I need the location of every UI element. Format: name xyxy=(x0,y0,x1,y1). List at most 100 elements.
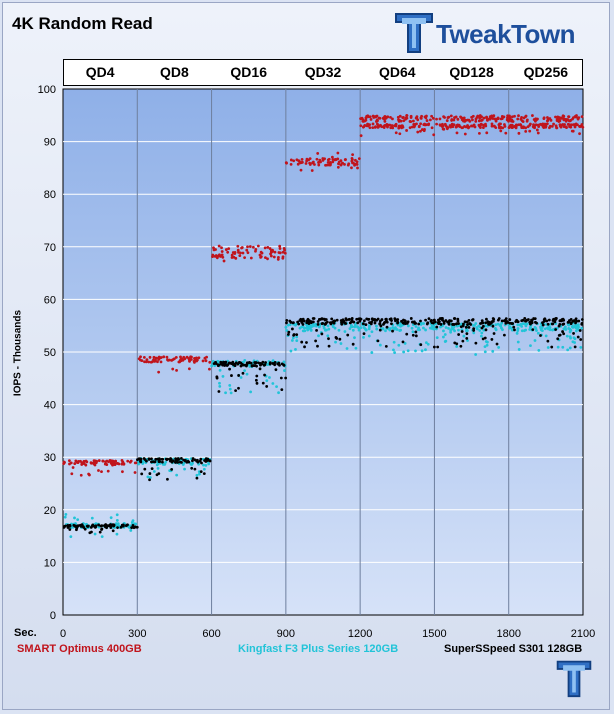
data-point xyxy=(204,359,208,363)
data-point xyxy=(255,364,258,368)
data-point xyxy=(197,470,201,473)
data-point xyxy=(197,356,201,360)
data-point xyxy=(180,461,183,464)
data-point xyxy=(126,459,130,463)
data-point xyxy=(485,317,488,321)
data-point xyxy=(416,328,420,332)
data-point xyxy=(289,320,293,324)
data-point xyxy=(271,249,275,253)
data-point xyxy=(68,528,72,531)
data-point xyxy=(376,122,379,126)
data-point xyxy=(121,470,124,474)
data-point xyxy=(533,339,537,342)
data-point xyxy=(466,323,469,327)
data-point xyxy=(115,519,119,522)
data-point xyxy=(430,114,434,118)
data-point xyxy=(306,328,310,332)
data-point xyxy=(351,153,355,157)
data-point xyxy=(150,457,153,461)
data-point xyxy=(208,360,212,364)
data-point xyxy=(457,328,460,332)
data-point xyxy=(263,363,267,367)
data-point xyxy=(93,532,97,536)
data-point xyxy=(401,340,405,344)
queue-depth-label: QD16 xyxy=(230,64,267,80)
data-point xyxy=(290,339,294,342)
data-point xyxy=(516,323,520,327)
data-point xyxy=(222,363,226,366)
data-point xyxy=(503,319,507,322)
data-point xyxy=(544,334,548,338)
data-point xyxy=(561,123,564,127)
data-point xyxy=(373,318,377,322)
data-point xyxy=(300,340,304,344)
data-point xyxy=(497,346,501,349)
data-point xyxy=(419,319,422,323)
data-point xyxy=(254,361,258,364)
data-point xyxy=(398,114,402,118)
data-point xyxy=(326,324,330,328)
data-point xyxy=(529,344,532,348)
data-point xyxy=(185,355,189,359)
data-point xyxy=(514,123,518,127)
data-point xyxy=(80,461,84,464)
data-point xyxy=(191,459,194,463)
data-point xyxy=(326,161,330,164)
data-point xyxy=(456,317,460,321)
data-point xyxy=(398,132,402,136)
data-point xyxy=(517,114,520,118)
data-point xyxy=(137,462,141,466)
data-point xyxy=(218,381,221,385)
data-point xyxy=(439,325,442,329)
data-point xyxy=(281,256,285,260)
data-point xyxy=(236,244,240,248)
data-point xyxy=(563,123,566,126)
data-point xyxy=(438,123,442,127)
data-point xyxy=(347,162,351,166)
data-point xyxy=(335,318,339,322)
data-point xyxy=(305,341,308,344)
data-point xyxy=(316,320,320,323)
data-point xyxy=(184,458,187,462)
data-point xyxy=(500,321,504,325)
data-point xyxy=(406,349,410,353)
data-point xyxy=(396,321,399,325)
data-point xyxy=(141,462,145,465)
data-point xyxy=(203,356,207,360)
data-point xyxy=(139,459,142,463)
data-point xyxy=(578,132,581,136)
data-point xyxy=(245,372,249,376)
data-point xyxy=(474,353,478,356)
data-point xyxy=(368,324,371,328)
data-point xyxy=(327,337,330,341)
data-point xyxy=(243,369,247,373)
data-point xyxy=(68,462,71,466)
data-point xyxy=(366,317,370,321)
data-point xyxy=(234,361,238,365)
data-point xyxy=(435,117,438,121)
data-point xyxy=(482,126,485,129)
data-point xyxy=(295,335,299,339)
data-point xyxy=(69,535,73,539)
data-point xyxy=(546,116,549,119)
y-tick-label: 20 xyxy=(44,505,56,517)
data-point xyxy=(569,123,573,127)
data-point xyxy=(142,457,146,460)
data-point xyxy=(218,253,221,257)
data-point xyxy=(313,163,316,166)
data-point xyxy=(161,460,164,464)
data-point xyxy=(424,328,427,332)
data-point xyxy=(365,114,369,118)
data-point xyxy=(422,326,425,330)
data-point xyxy=(499,117,503,121)
data-point xyxy=(276,258,280,261)
data-point xyxy=(220,246,223,250)
data-point xyxy=(520,319,524,323)
data-point xyxy=(485,116,489,120)
data-point xyxy=(480,326,484,330)
data-point xyxy=(535,329,538,332)
data-point xyxy=(376,339,380,343)
data-point xyxy=(425,119,429,122)
data-point xyxy=(580,318,584,321)
data-point xyxy=(222,360,225,364)
